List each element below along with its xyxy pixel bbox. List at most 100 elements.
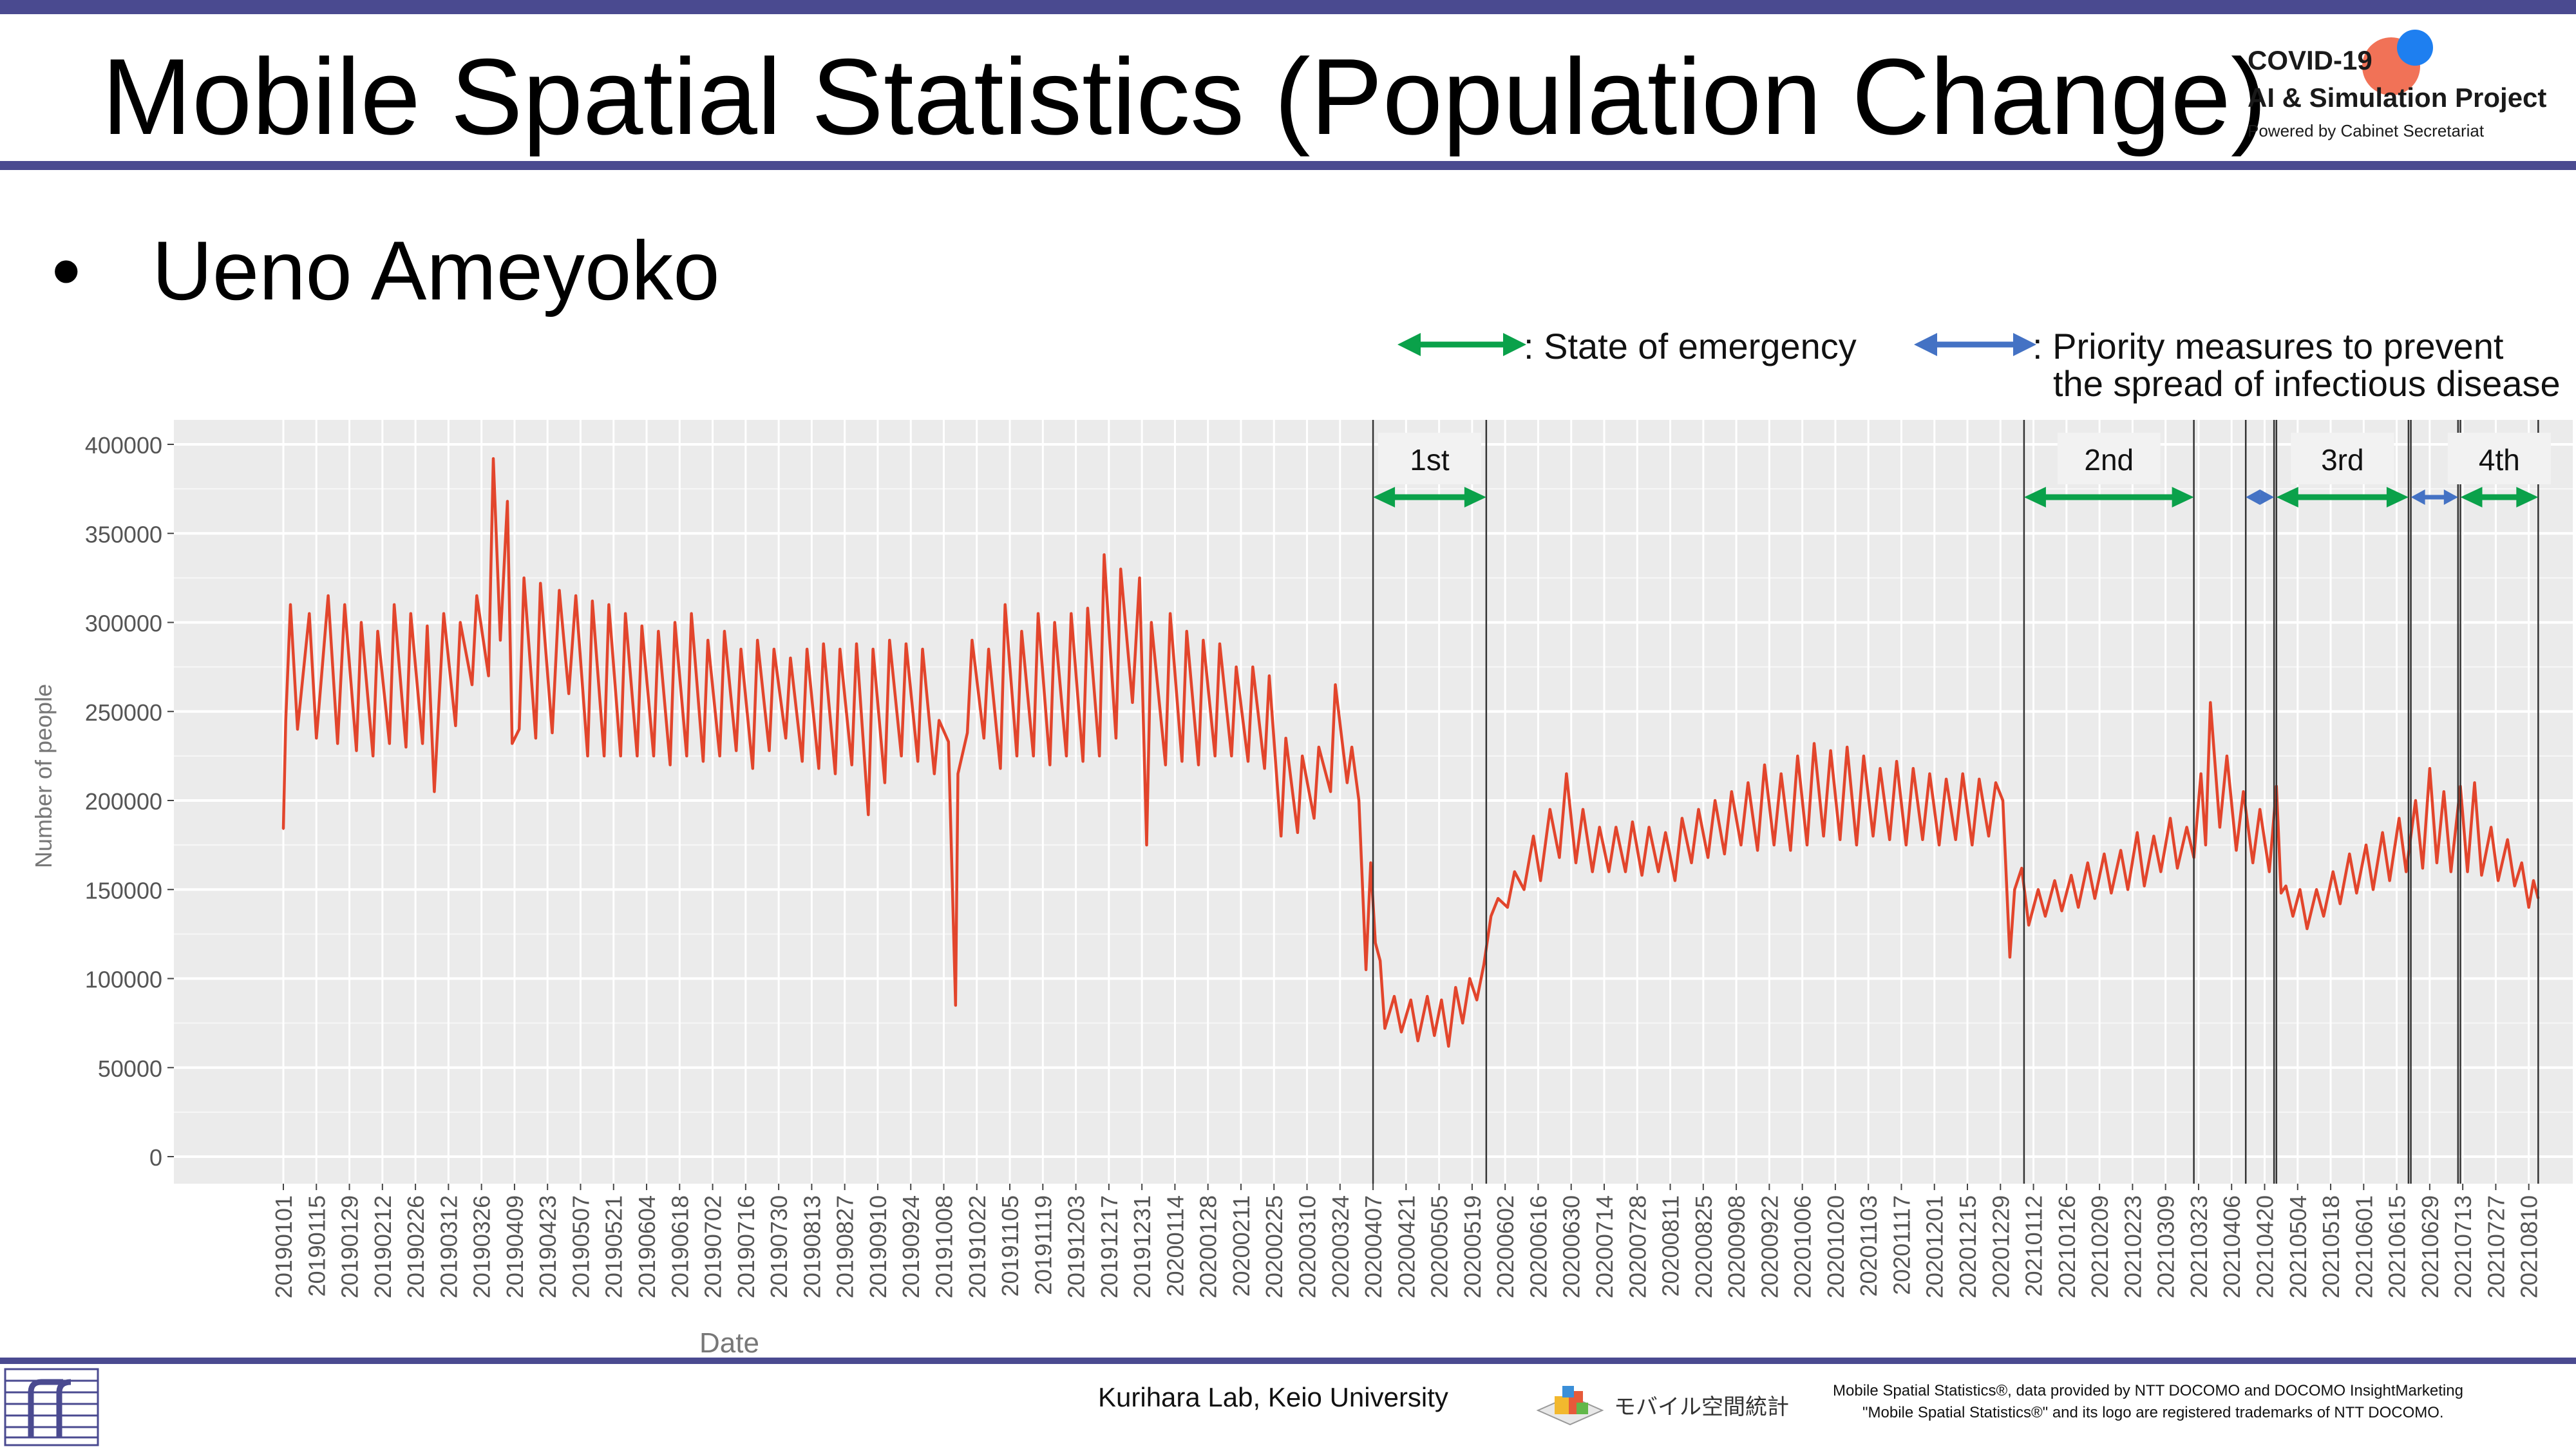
population-line-chart: 1st 2nd 3rd 4th 0 50000 100000 150000 200000 250… (30, 420, 2573, 1359)
data-point (1723, 853, 1726, 855)
x-tick-label: 20190730 (766, 1195, 792, 1298)
data-point (285, 719, 287, 722)
x-tick-label: 20200519 (1459, 1195, 1486, 1298)
x-tick-label: 20201006 (1790, 1195, 1816, 1298)
x-tick-label: 20190618 (667, 1195, 693, 1298)
axis-layer: 0 50000 100000 150000 200000 250000 300000 3500… (30, 432, 2543, 1359)
data-point (1313, 817, 1316, 820)
data-point (1048, 764, 1051, 766)
data-point (855, 643, 858, 645)
data-point (1264, 767, 1266, 770)
x-tick-label: 20190326 (469, 1195, 495, 1298)
data-point (2443, 790, 2445, 793)
data-point (641, 625, 643, 627)
data-point (2365, 844, 2367, 846)
x-tick-label: 20190924 (898, 1195, 924, 1298)
emergency-period-arrow-head (2276, 487, 2298, 507)
top-accent-bar (0, 0, 2576, 14)
x-tick-label: 20200128 (1195, 1195, 1222, 1298)
data-point (2405, 871, 2407, 873)
data-point (1648, 826, 1651, 828)
data-point (1631, 820, 1634, 823)
data-point (410, 612, 412, 615)
data-point (1506, 906, 1509, 909)
data-point (1962, 773, 1964, 775)
data-point (1131, 701, 1133, 704)
data-point (2506, 838, 2509, 841)
x-tick-label: 20200211 (1228, 1195, 1255, 1297)
data-point (1202, 639, 1204, 641)
data-point (2143, 885, 2146, 887)
data-point (1037, 612, 1039, 615)
data-point (2103, 853, 2105, 855)
data-point (702, 760, 705, 762)
data-point (1280, 835, 1282, 837)
priority-period-arrow-head (2443, 489, 2458, 505)
data-point (1410, 999, 1412, 1001)
data-point (442, 612, 445, 615)
x-tick-label: 20200602 (1492, 1195, 1519, 1298)
data-point (719, 755, 721, 757)
x-tick-label: 20191217 (1096, 1195, 1122, 1298)
data-point (2480, 874, 2483, 876)
data-point (1186, 630, 1188, 632)
footer-credit-line1: Mobile Spatial Statistics®, data provide… (1833, 1382, 2463, 1399)
data-point (947, 741, 950, 743)
logo-blue-dot (2397, 30, 2433, 66)
data-point (1400, 1030, 1403, 1033)
data-point (1690, 862, 1693, 864)
data-point (2372, 888, 2374, 891)
data-point (888, 639, 891, 641)
data-point (1747, 781, 1749, 784)
data-point (2077, 906, 2079, 909)
data-point (2348, 853, 2351, 855)
data-point (2251, 862, 2254, 864)
data-point (535, 737, 537, 739)
data-point (1016, 755, 1018, 757)
data-point (492, 457, 495, 460)
data-point (1417, 1039, 1419, 1042)
data-point (558, 589, 561, 592)
x-tick-label: 20190423 (535, 1195, 561, 1298)
data-point (1607, 871, 1610, 873)
data-point (1641, 874, 1643, 876)
data-point (817, 767, 820, 770)
data-point (834, 773, 837, 775)
emergency-period-arrow-head (2516, 487, 2539, 507)
y-tick-label: 300000 (85, 611, 162, 637)
data-point (1358, 799, 1360, 802)
data-point (1674, 879, 1676, 882)
line-layer (281, 457, 2540, 1048)
x-tick-label: 20200714 (1591, 1195, 1618, 1298)
data-point (1197, 764, 1200, 766)
x-tick-label: 20190716 (733, 1195, 759, 1298)
data-point (1582, 808, 1584, 811)
data-point (723, 630, 726, 632)
data-point (2429, 767, 2431, 770)
x-tick-label: 20210615 (2384, 1195, 2410, 1298)
x-tick-label: 20200728 (1624, 1195, 1651, 1298)
data-point (1756, 849, 1759, 851)
data-point (1268, 674, 1271, 677)
data-point (523, 576, 526, 579)
data-point (1214, 755, 1217, 757)
footer-divider (0, 1358, 2576, 1364)
data-point (2306, 927, 2308, 930)
data-point (2242, 790, 2245, 793)
x-tick-label: 20191008 (931, 1195, 957, 1298)
data-point (2490, 826, 2492, 828)
data-point (872, 648, 875, 650)
y-tick-label: 50000 (98, 1056, 162, 1082)
data-point (1912, 767, 1915, 770)
data-point (706, 639, 709, 641)
data-point (2398, 817, 2400, 820)
data-point (1393, 995, 1396, 998)
data-point (2284, 885, 2287, 887)
data-point (1806, 844, 1808, 846)
x-tick-label: 20201215 (1955, 1195, 1981, 1298)
data-point (1862, 755, 1865, 757)
x-tick-label: 20200505 (1426, 1195, 1453, 1298)
x-tick-label: 20190604 (634, 1195, 660, 1298)
emergency-period-arrow-head (2460, 487, 2483, 507)
x-tick-label: 20190115 (303, 1195, 330, 1297)
